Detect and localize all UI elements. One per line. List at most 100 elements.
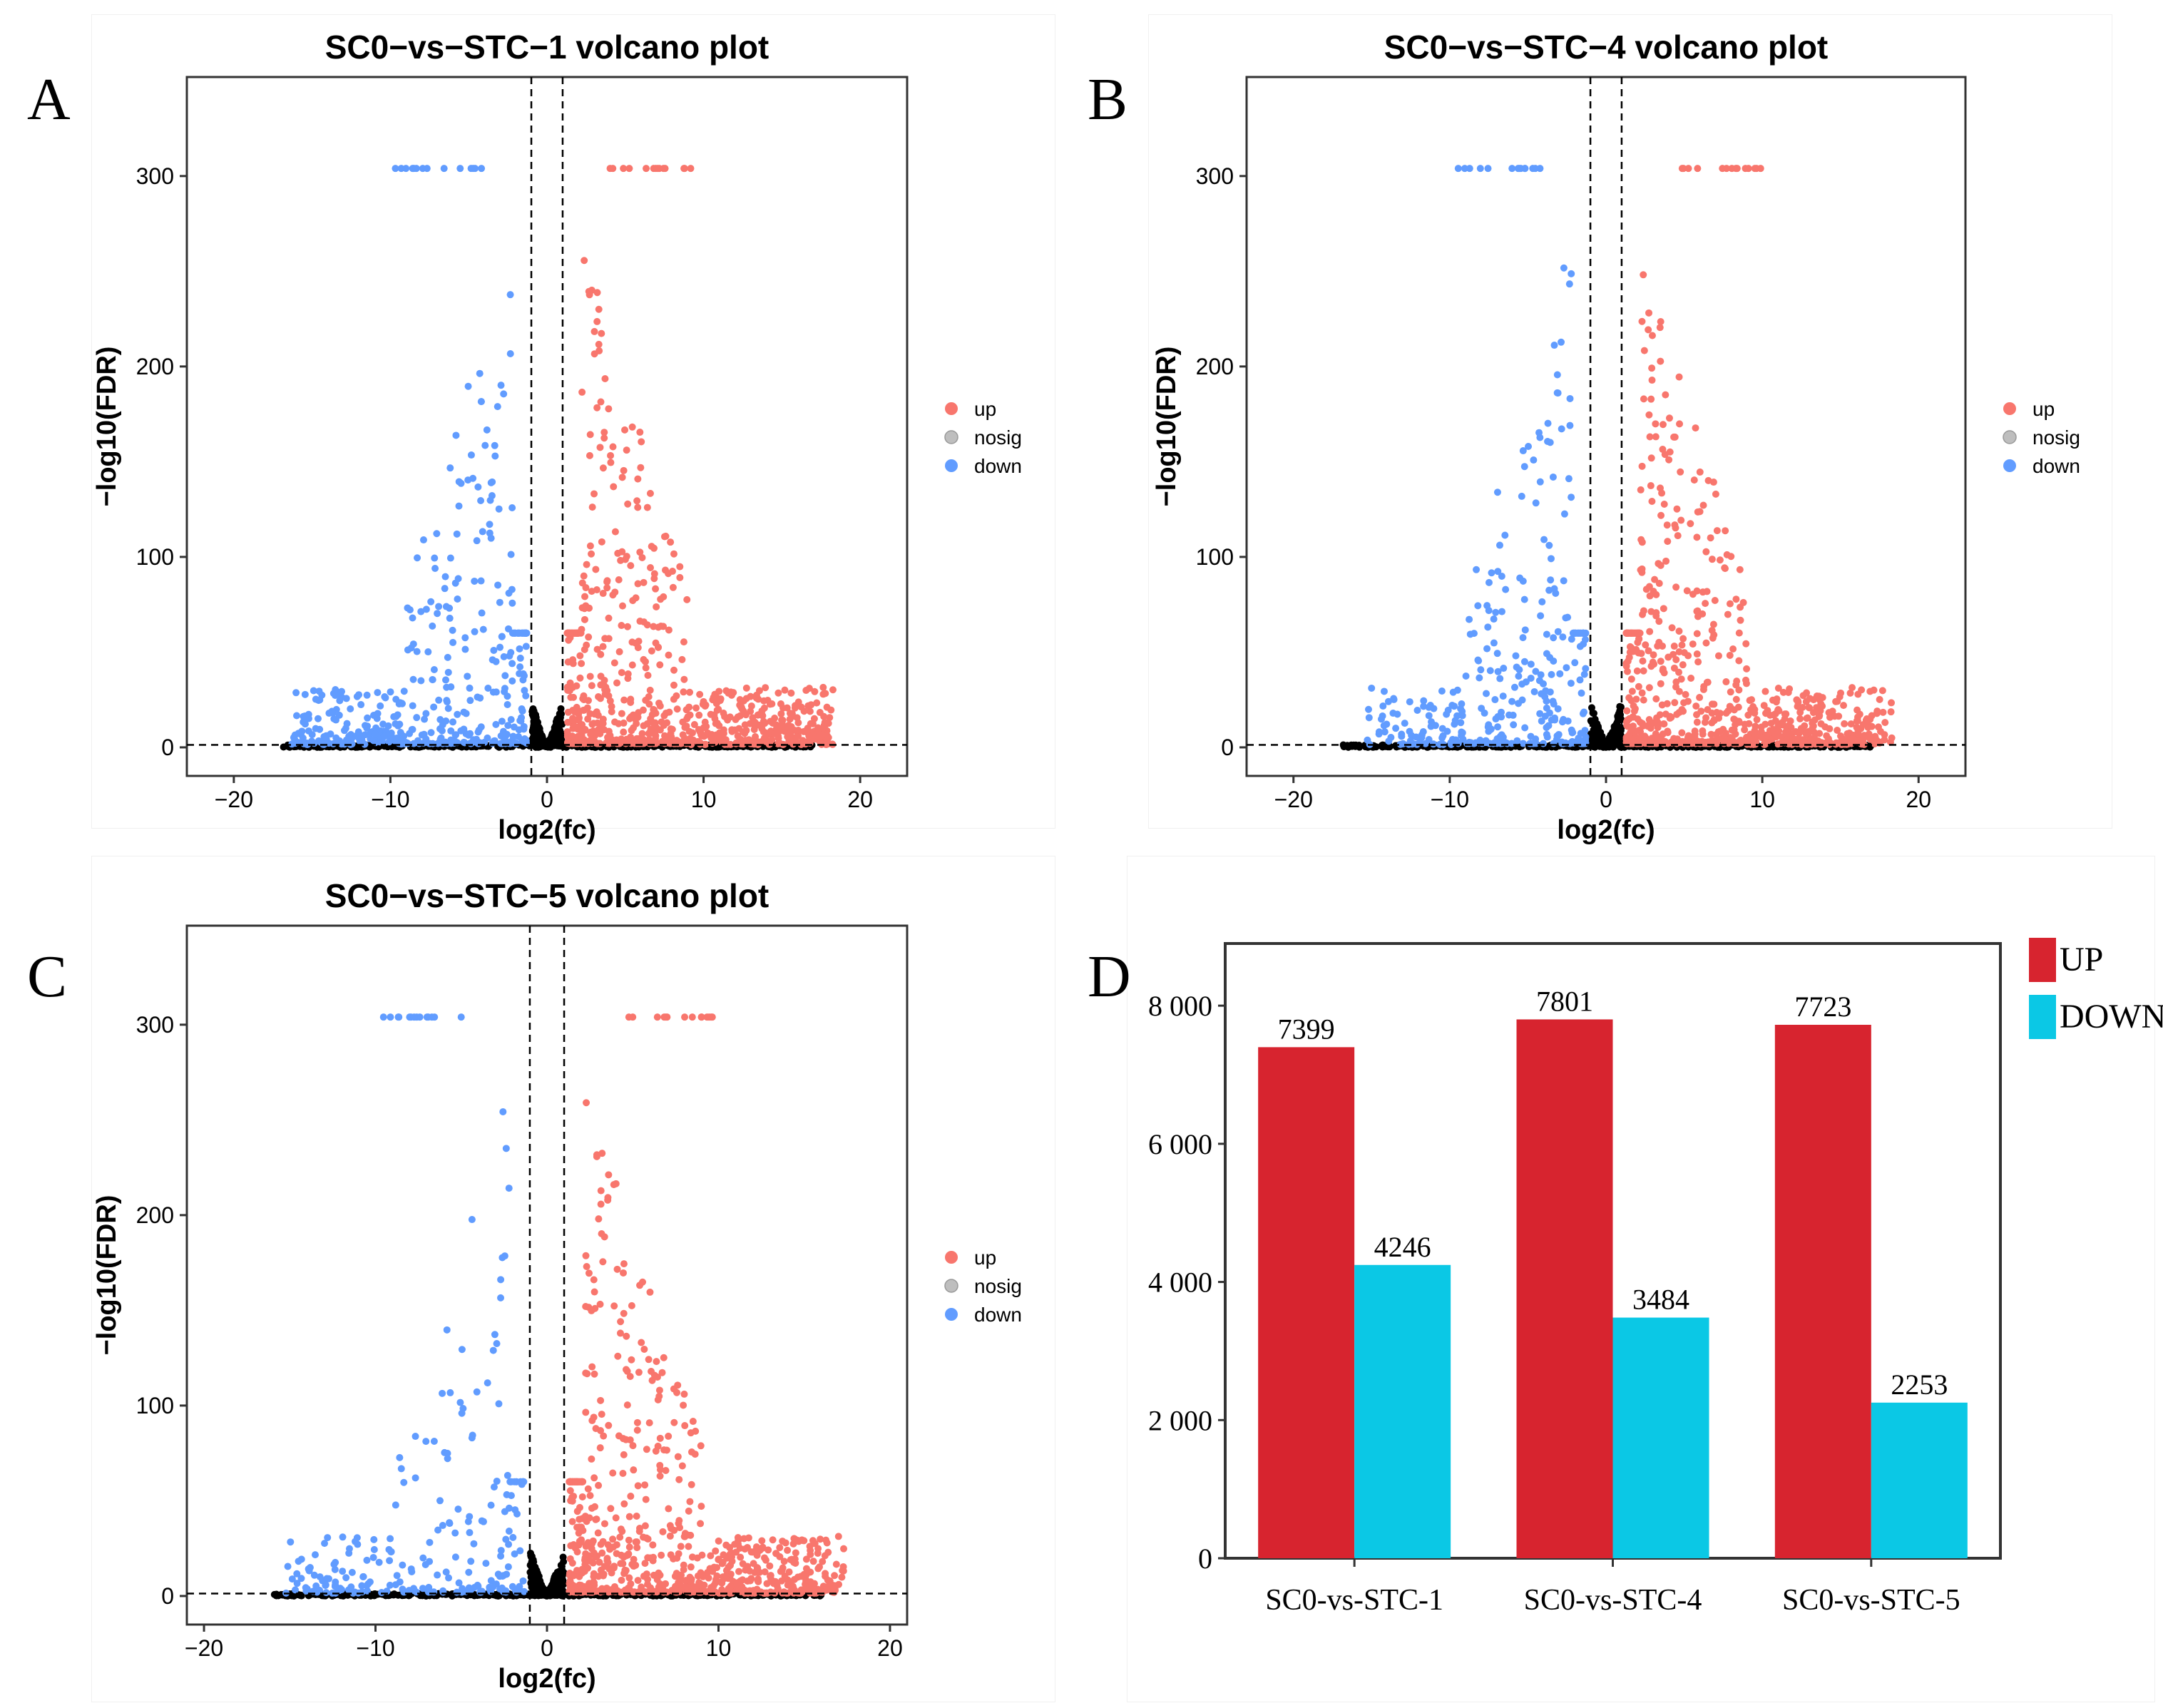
point-up [563,728,571,736]
point-nosig [543,742,551,750]
point-up [715,687,723,695]
point-up [623,623,631,630]
point-up [583,561,590,568]
point-up [805,732,813,740]
point-up [586,542,594,550]
point-up [571,707,578,715]
point-up [603,584,611,592]
point-up [700,697,707,705]
point-up [564,718,572,726]
point-up [807,720,814,727]
point-up [605,405,613,413]
point-up [607,451,615,459]
point-up [599,464,607,472]
point-up [787,732,794,740]
point-up [787,725,794,732]
point-up [585,633,593,641]
point-up [633,736,640,744]
point-up [647,563,655,571]
point-up [598,329,605,337]
point-up [655,623,663,631]
point-up [667,538,675,546]
point-up [618,622,625,630]
point-up [680,688,687,696]
point-up [640,578,648,586]
point-up [732,715,740,723]
point-up [638,553,646,561]
point-up [670,695,677,703]
point-up [806,707,814,715]
point-up [800,727,808,735]
panel-a-background [91,14,1055,829]
point-up [655,643,663,651]
plot-title: SC0−vs−STC−1 volcano plot [325,29,769,66]
point-up [650,722,658,730]
point-up [627,733,635,741]
point-up [755,687,763,695]
point-up [645,700,653,708]
point-up [628,423,636,431]
point-up [662,532,670,540]
point-up [594,727,602,735]
point-up [720,710,727,717]
point-up [583,641,590,649]
point-up [670,666,678,674]
point-up [564,708,572,716]
point-up [568,732,576,740]
point-up [576,652,584,660]
point-up [707,734,715,742]
point-nosig [553,727,561,735]
point-up [601,375,609,383]
point-up [597,673,605,680]
point-up [660,712,668,720]
point-up [636,429,644,436]
point-up [606,732,614,740]
point-up [724,716,732,724]
point-up [685,727,693,735]
point-up [595,692,603,700]
point-up [620,696,628,704]
panel-d-letter: D [1088,944,1131,1010]
point-up [787,689,795,697]
point-up [811,687,819,695]
point-up [742,695,750,702]
point-up [595,305,603,313]
point-up [640,722,648,730]
point-up [624,500,632,508]
point-up [614,549,622,557]
point-up [704,729,712,737]
point-up [578,579,586,587]
point-up [646,489,654,497]
point-up [669,583,677,591]
point-up [620,728,628,736]
point-up [645,693,653,701]
point-up [762,684,769,692]
point-up [648,647,655,655]
point-up [680,738,687,746]
point-up [581,593,589,600]
point-up [597,398,605,406]
point-up [642,664,650,672]
point-up [624,675,632,682]
point-nosig [537,737,545,745]
point-up [680,675,688,683]
point-up [822,690,829,697]
point-up [605,614,613,622]
point-up [593,645,601,653]
point-up [592,566,600,573]
point-up [633,497,641,505]
point-up [620,466,628,474]
point-up [600,434,608,442]
point-up [628,727,635,735]
point-up [745,736,753,744]
panel-c-background [91,856,1055,1702]
point-up [590,350,598,358]
point-up [794,726,802,734]
point-up [716,735,724,742]
point-up [737,703,745,711]
point-up [586,431,594,439]
point-up [588,588,595,595]
point-up [680,638,687,646]
point-up [611,528,619,536]
